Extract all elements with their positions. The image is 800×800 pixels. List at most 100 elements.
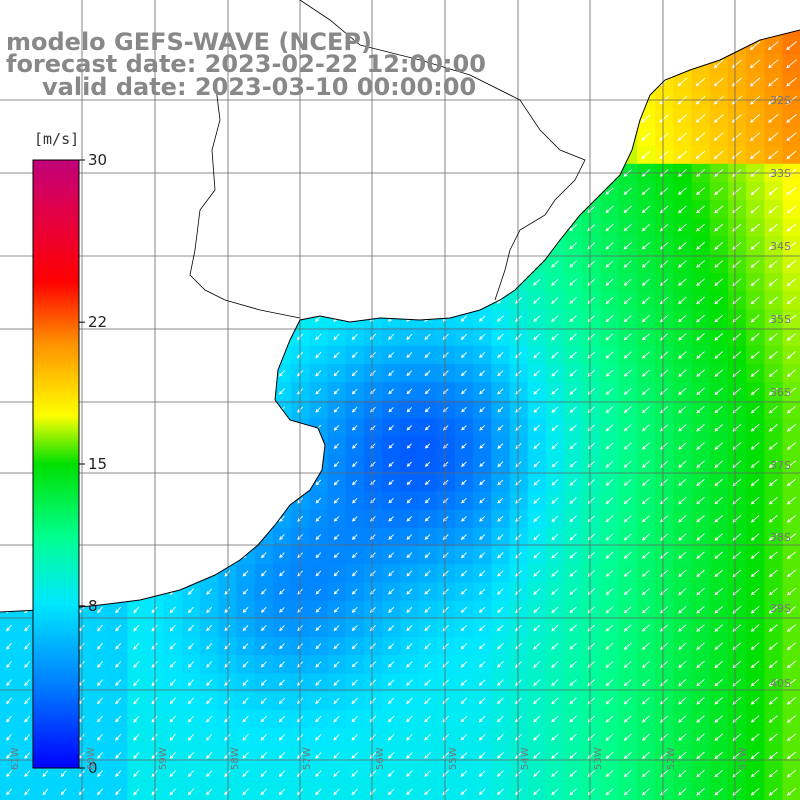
wind-arrow — [605, 369, 614, 377]
wind-arrow — [460, 697, 468, 705]
wind-arrow — [406, 679, 413, 686]
wind-arrow — [713, 59, 724, 69]
wind-arrow — [786, 332, 797, 341]
wind-arrow — [641, 497, 650, 505]
wind-arrow — [333, 534, 340, 540]
wind-arrow — [351, 333, 358, 341]
wind-arrow — [369, 351, 376, 359]
wind-arrow — [605, 223, 614, 232]
wind-arrow — [659, 132, 669, 141]
wind-arrow — [187, 752, 195, 759]
wind-arrow — [442, 534, 449, 540]
wind-arrow — [659, 114, 669, 123]
latitude-label: 34S — [770, 240, 791, 253]
wind-arrow — [678, 242, 687, 250]
wind-arrow — [351, 388, 358, 395]
wind-arrow — [351, 425, 358, 431]
wind-arrow — [224, 733, 231, 741]
wind-arrow — [388, 333, 395, 340]
wind-arrow — [641, 296, 650, 305]
wind-arrow — [696, 460, 705, 468]
wind-arrow — [133, 788, 140, 796]
wind-arrow — [424, 643, 431, 650]
wind-arrow — [750, 642, 760, 651]
wind-arrow — [623, 569, 632, 577]
wind-arrow — [315, 351, 322, 359]
wind-arrow — [242, 643, 249, 650]
wind-arrow — [406, 497, 413, 504]
wind-arrow — [696, 387, 705, 396]
land-mask — [0, 0, 800, 612]
wind-arrow — [242, 770, 249, 778]
wind-arrow — [224, 788, 231, 796]
wind-arrow — [442, 516, 449, 522]
wind-arrow — [351, 752, 359, 759]
wind-arrow — [768, 77, 779, 87]
wind-arrow — [370, 388, 376, 395]
wind-arrow — [533, 533, 541, 541]
wind-arrow — [569, 788, 577, 796]
wind-arrow — [333, 497, 340, 504]
wind-arrow — [678, 551, 687, 559]
wind-arrow — [551, 369, 559, 377]
wind-arrow — [768, 478, 778, 487]
wind-arrow — [96, 733, 103, 741]
wind-arrow — [731, 132, 742, 141]
wind-arrow — [533, 406, 541, 413]
wind-arrow — [479, 497, 486, 504]
wind-arrow — [768, 296, 778, 305]
wind-arrow — [533, 388, 541, 395]
wind-arrow — [569, 588, 577, 596]
wind-arrow — [479, 479, 486, 486]
wind-arrow — [678, 569, 687, 578]
wind-arrow — [714, 278, 724, 287]
wind-arrow — [333, 552, 340, 559]
wind-arrow — [786, 788, 797, 796]
wind-arrow — [461, 406, 467, 413]
wind-arrow — [678, 660, 687, 669]
wind-arrow — [333, 570, 340, 577]
wind-arrow — [497, 497, 504, 504]
wind-arrow — [714, 660, 723, 669]
wind-arrow — [569, 606, 577, 614]
wind-arrow — [696, 624, 705, 632]
wind-arrow — [315, 588, 322, 595]
wind-arrow — [406, 606, 413, 613]
wind-arrow — [460, 679, 468, 686]
wind-arrow — [768, 187, 778, 196]
wind-arrow — [460, 333, 468, 340]
wind-arrow — [24, 697, 31, 705]
wind-arrow — [750, 715, 760, 723]
wind-arrow — [569, 679, 577, 687]
wind-arrow — [605, 733, 614, 741]
wind-arrow — [169, 788, 176, 796]
wind-arrow — [133, 715, 140, 723]
wind-arrow — [678, 460, 687, 468]
wind-arrow — [623, 770, 632, 778]
wind-arrow — [278, 369, 286, 377]
wind-arrow — [424, 697, 431, 705]
wind-arrow — [551, 624, 559, 632]
wind-arrow — [750, 187, 760, 196]
wind-arrow — [605, 242, 614, 250]
wind-arrow — [641, 424, 650, 432]
wind-arrow — [768, 769, 778, 778]
wind-arrow — [406, 588, 413, 595]
wind-arrow — [406, 788, 413, 796]
wind-arrow — [460, 733, 468, 741]
wind-arrow — [115, 788, 122, 796]
wind-arrow — [768, 114, 779, 123]
wind-arrow — [696, 697, 705, 705]
wind-arrow — [224, 752, 231, 759]
wind-arrow — [569, 624, 577, 632]
wind-arrow — [678, 733, 687, 741]
wind-arrow — [442, 388, 449, 395]
wind-arrow — [496, 715, 504, 723]
wind-arrow — [678, 387, 687, 396]
wind-arrow — [714, 551, 723, 559]
wind-arrow — [786, 587, 797, 596]
wind-arrow — [333, 479, 340, 486]
wind-arrow — [641, 478, 650, 487]
wind-arrow — [315, 406, 322, 413]
wind-arrow — [786, 114, 797, 123]
